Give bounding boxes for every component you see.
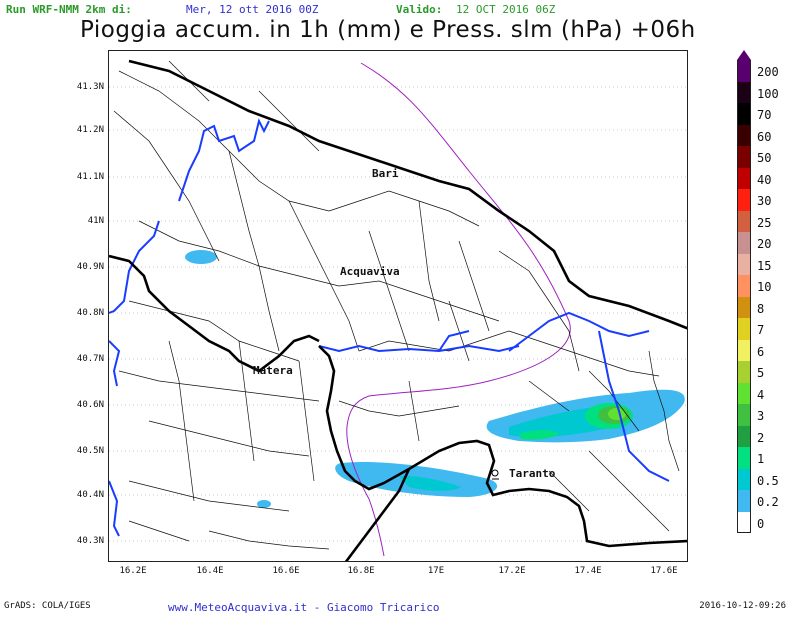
run-label: Run WRF-NMM 2km di:: [6, 3, 132, 16]
map-canvas: [109, 59, 687, 561]
legend-label: 6: [757, 344, 765, 359]
lat-tick-label: 41.3N: [76, 82, 104, 92]
grads-label: GrADS: COLA/IGES: [4, 601, 91, 611]
city-label-bari: Bari: [372, 167, 399, 180]
lon-tick-label: 17.6E: [650, 566, 678, 576]
lat-tick-label: 40.6N: [76, 400, 104, 410]
legend-label: 60: [757, 129, 772, 144]
lat-tick-label: 40.9N: [76, 262, 104, 272]
lon-tick-label: 17.4E: [574, 566, 602, 576]
isobars: [346, 62, 571, 557]
legend-swatch: [737, 404, 751, 426]
legend-swatch: [737, 124, 751, 146]
legend-label: 50: [757, 151, 772, 165]
lat-tick-label: 40.8N: [76, 308, 104, 318]
city-label-matera: Matera: [253, 364, 293, 377]
precipitation-areas: [185, 250, 685, 508]
lon-tick-label: 17E: [427, 566, 445, 576]
coastline: [109, 59, 687, 561]
legend-swatch: [737, 447, 751, 469]
legend-label: 4: [757, 387, 765, 402]
map-title: Pioggia accum. in 1h (mm) e Press. slm (…: [80, 17, 696, 43]
legend-top-arrow: [737, 50, 751, 60]
legend-label: 10: [757, 280, 772, 294]
lat-tick-label: 40.5N: [76, 446, 104, 456]
legend-swatch: [737, 382, 751, 404]
harbor-mark: [491, 469, 499, 480]
legend-swatch: [737, 60, 751, 82]
legend-swatch: [737, 146, 751, 168]
lon-tick-label: 17.2E: [498, 566, 526, 576]
lat-tick-label: 40.7N: [76, 354, 104, 364]
legend-label: 200: [757, 65, 779, 79]
legend-label: 0.5: [757, 473, 779, 488]
city-label-taranto: Taranto: [509, 467, 556, 480]
credit-text: www.MeteoAcquaviva.it - Giacomo Tricaric…: [168, 601, 440, 614]
legend-label: 100: [757, 86, 779, 101]
legend-swatch: [737, 468, 751, 490]
legend-label: 25: [757, 215, 772, 230]
legend-label: 20: [757, 237, 772, 251]
municipal-borders: [113, 60, 680, 550]
legend-swatch: [737, 167, 751, 189]
lon-tick-label: 16.8E: [347, 566, 375, 576]
run-date: Mer, 12 ott 2016 00Z: [186, 3, 319, 16]
legend-swatch: [737, 232, 751, 254]
legend-label: 0: [757, 516, 765, 531]
valid-label: Valido:: [396, 3, 443, 16]
legend-swatch: [737, 275, 751, 297]
legend-swatch: [737, 339, 751, 361]
regional-borders: [109, 118, 670, 537]
legend-swatch: [737, 210, 751, 232]
legend-label: 1: [757, 452, 765, 466]
legend-swatch: [737, 318, 751, 340]
legend-swatch: [737, 296, 751, 318]
legend-label: 0.2: [757, 495, 779, 509]
legend-label: 2: [757, 430, 765, 445]
legend-label: 8: [757, 301, 765, 316]
lon-tick-label: 16.6E: [272, 566, 300, 576]
legend-swatch: [737, 490, 751, 512]
lat-tick-label: 41N: [87, 216, 104, 226]
legend-swatch: [737, 81, 751, 103]
legend-label: 7: [757, 323, 765, 337]
legend-label: 3: [757, 409, 765, 423]
lat-tick-label: 40.4N: [76, 490, 104, 500]
legend-swatch: [737, 103, 751, 125]
lon-tick-label: 16.4E: [196, 566, 224, 576]
timestamp: 2016-10-12-09:26: [699, 601, 786, 611]
legend-swatch: [737, 511, 751, 533]
lat-tick-label: 41.2N: [76, 125, 104, 135]
legend-label: 40: [757, 172, 772, 187]
lon-tick-label: 16.2E: [119, 566, 147, 576]
city-label-acquaviva: Acquaviva: [340, 265, 400, 278]
valid-date: 12 OCT 2016 06Z: [456, 3, 556, 16]
legend-label: 30: [757, 194, 772, 208]
legend-label: 15: [757, 258, 772, 273]
legend-label: 5: [757, 366, 765, 380]
legend-swatch: [737, 425, 751, 447]
lat-tick-label: 40.3N: [76, 536, 104, 546]
legend-swatch: [737, 253, 751, 275]
legend-label: 70: [757, 108, 772, 122]
legend-swatch: [737, 361, 751, 383]
lat-tick-label: 41.1N: [76, 172, 104, 182]
legend-swatch: [737, 189, 751, 211]
map-panel: Bari Acquaviva Matera Taranto: [108, 50, 688, 562]
